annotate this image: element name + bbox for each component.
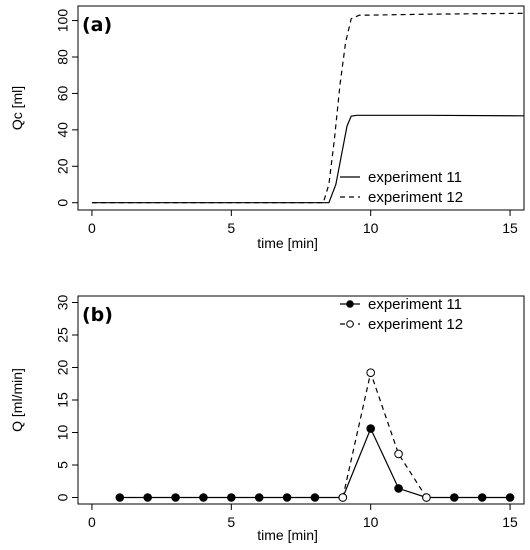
legend-marker bbox=[346, 320, 354, 328]
y-axis-label: Q [ml/min] bbox=[9, 368, 25, 432]
panel-label: (b) bbox=[82, 304, 113, 326]
data-point bbox=[227, 493, 236, 502]
panel-b: (b) 0 5 10 15 0 5 10 15 20 25 30 time [min] Q [ml/min… bbox=[9, 295, 525, 543]
x-tick-label: 10 bbox=[363, 514, 379, 530]
legend-label: experiment 12 bbox=[368, 316, 463, 333]
data-point bbox=[394, 484, 403, 493]
x-tick-label: 15 bbox=[502, 514, 518, 530]
x-axis-label: time [min] bbox=[257, 235, 318, 251]
y-tick-label: 5 bbox=[55, 461, 71, 469]
y-tick-label: 0 bbox=[55, 493, 71, 501]
series-line-1 bbox=[119, 427, 511, 499]
y-tick-label: 20 bbox=[55, 158, 71, 174]
panel-label: (a) bbox=[82, 14, 112, 36]
x-tick-label: 5 bbox=[227, 220, 235, 236]
legend-label: experiment 11 bbox=[368, 169, 462, 186]
y-tick-label: 30 bbox=[55, 295, 71, 311]
y-tick-label: 20 bbox=[55, 360, 71, 376]
data-point bbox=[282, 493, 292, 502]
x-axis-label: time [min] bbox=[257, 527, 318, 543]
data-point bbox=[450, 493, 459, 502]
panel-a: (a) 0 5 10 15 0 20 40 60 80 100 time [min] Qc [ml] ex… bbox=[9, 5, 525, 251]
data-point bbox=[171, 493, 180, 502]
data-point bbox=[505, 493, 515, 502]
y-tick-label: 100 bbox=[55, 9, 71, 33]
y-tick-label: 25 bbox=[55, 327, 71, 343]
x-tick-label: 0 bbox=[88, 220, 96, 236]
y-tick-label: 0 bbox=[55, 199, 71, 207]
data-point bbox=[394, 449, 403, 459]
data-point bbox=[199, 493, 208, 502]
data-point bbox=[143, 493, 152, 502]
data-point bbox=[477, 493, 487, 502]
data-point bbox=[338, 493, 348, 502]
legend: experiment 11 experiment 12 bbox=[340, 296, 463, 333]
data-point bbox=[366, 424, 375, 433]
x-tick-label: 0 bbox=[88, 514, 96, 530]
legend-label: experiment 11 bbox=[368, 296, 462, 313]
series-line-2 bbox=[342, 370, 427, 498]
y-tick-label: 80 bbox=[55, 49, 71, 65]
y-tick-label: 10 bbox=[55, 425, 71, 441]
y-tick-label: 60 bbox=[55, 85, 71, 101]
series-line-2 bbox=[91, 12, 525, 204]
data-point bbox=[310, 493, 320, 502]
legend: experiment 11 experiment 12 bbox=[340, 169, 463, 206]
x-tick-label: 15 bbox=[502, 220, 518, 236]
data-point bbox=[366, 368, 375, 378]
plot-frame bbox=[77, 5, 525, 211]
data-point bbox=[422, 493, 431, 502]
x-tick-label: 10 bbox=[363, 220, 379, 236]
series-line-1 bbox=[91, 114, 525, 204]
legend-marker bbox=[346, 300, 354, 308]
y-tick-label: 15 bbox=[55, 392, 71, 408]
data-point bbox=[115, 493, 125, 502]
data-point bbox=[254, 493, 264, 502]
y-axis-label: Qc [ml] bbox=[9, 86, 25, 130]
legend-label: experiment 12 bbox=[368, 189, 463, 206]
y-tick-label: 40 bbox=[55, 122, 71, 138]
x-tick-label: 5 bbox=[227, 514, 235, 530]
